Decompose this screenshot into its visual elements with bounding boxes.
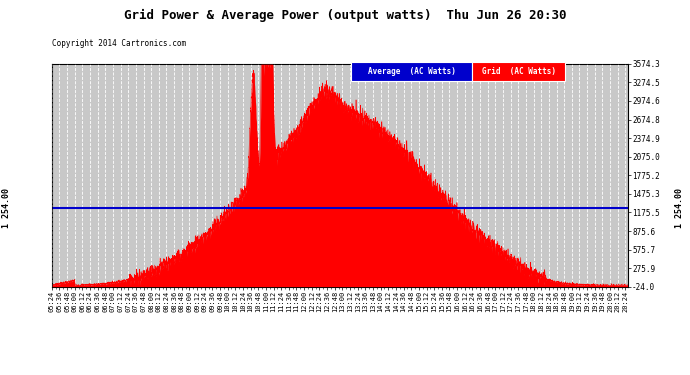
Text: Grid Power & Average Power (output watts)  Thu Jun 26 20:30: Grid Power & Average Power (output watts… <box>124 9 566 22</box>
Text: 1 254.00: 1 254.00 <box>675 188 684 228</box>
Text: 1 254.00: 1 254.00 <box>2 188 12 228</box>
Text: Copyright 2014 Cartronics.com: Copyright 2014 Cartronics.com <box>52 39 186 48</box>
Text: Average  (AC Watts): Average (AC Watts) <box>368 67 455 76</box>
Text: Grid  (AC Watts): Grid (AC Watts) <box>482 67 555 76</box>
